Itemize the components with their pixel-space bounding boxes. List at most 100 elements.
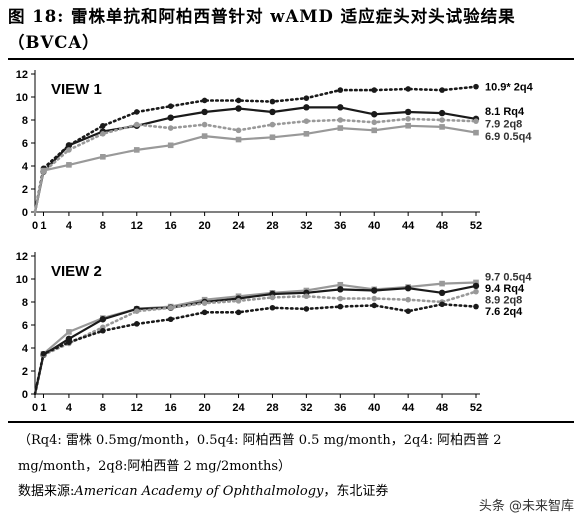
- v1-series-0.5q4-point: [371, 127, 378, 134]
- v2-xtick-label: 12: [131, 402, 143, 414]
- v2-series-2q4-point: [405, 308, 411, 314]
- v2-xtick-label: 4: [66, 402, 73, 414]
- v1-series-2q4-point: [235, 97, 242, 104]
- v1-ytick-label: 2: [22, 184, 28, 196]
- v1-series-2q4-point: [100, 122, 106, 129]
- v2-series-2q4-point: [201, 309, 208, 316]
- v2-series-2q4-point: [473, 303, 479, 310]
- v1-series-2q8-point: [337, 117, 344, 123]
- v1-series-0.5q4-point: [439, 124, 445, 130]
- v2-series-Rq4-point: [472, 282, 480, 290]
- v2-series-2q4-point: [40, 350, 47, 357]
- v1-series-2q4-point: [405, 86, 411, 92]
- v1-series-2q8-point: [439, 117, 445, 123]
- v2-ytick-label: 4: [22, 343, 29, 355]
- v2-xtick-label: 0: [32, 402, 38, 414]
- v2-series-2q4-point: [100, 327, 106, 334]
- v2-series-2q4-label: 7.6 2q4: [485, 306, 523, 318]
- v2-ytick-label: 12: [16, 251, 28, 263]
- v2-series-0.5q4-point: [473, 279, 479, 286]
- v2-series-Rq4-point: [438, 289, 446, 296]
- v1-ytick-label: 12: [16, 69, 28, 81]
- v1-series-Rq4-label: 8.1 Rq4: [485, 106, 525, 118]
- v1-ytick-label: 0: [22, 207, 28, 219]
- v2-series-0.5q4-label: 9.7 0.5q4: [485, 272, 532, 284]
- v1-series-0.5q4-point: [473, 129, 479, 136]
- v1-series-2q4-point: [269, 98, 276, 105]
- v2-xtick-label: 8: [100, 402, 106, 414]
- v2-xtick-label: 36: [334, 402, 346, 414]
- v1-series-2q4-point: [201, 97, 208, 104]
- v2-xtick-label: 48: [436, 402, 448, 414]
- v2-series-2q4-point: [303, 306, 310, 312]
- source-label: 数据来源:: [18, 484, 75, 499]
- v1-series-2q8-point: [100, 131, 106, 137]
- v2-series-Rq4-point: [404, 285, 412, 292]
- v2-series-2q8-point: [405, 296, 411, 303]
- v1-series-Rq4-point: [303, 104, 310, 111]
- title-line-2: （BVCA）: [8, 33, 100, 52]
- v2-series-2q4-point: [439, 301, 445, 308]
- v2-xtick-label: 1: [40, 402, 46, 414]
- v1-series-2q8-point: [66, 147, 72, 153]
- v2-ytick-label: 6: [22, 320, 28, 332]
- v2-xtick-label: 32: [300, 402, 312, 414]
- v1-series-2q4-point: [473, 83, 479, 90]
- v1-series-0.5q4-point: [133, 147, 140, 153]
- source-line: 数据来源:American Academy of Ophthalmology，东…: [18, 480, 388, 499]
- v1-xtick-label: 16: [165, 220, 177, 232]
- v1-series-0.5q4-point: [405, 122, 411, 129]
- v2-xtick-label: 16: [165, 402, 177, 414]
- v1-xtick-label: 44: [402, 220, 415, 232]
- source-suffix: ，东北证券: [323, 484, 389, 499]
- v1-xtick-label: 48: [436, 220, 448, 232]
- v1-series-Rq4-point: [201, 108, 208, 116]
- v1-series-2q4-point: [371, 87, 378, 93]
- v1-xtick-label: 4: [66, 220, 73, 232]
- v1-series-2q8-point: [201, 121, 208, 128]
- v1-series-2q4-point: [167, 103, 174, 109]
- v2-series-2q4-point: [167, 316, 174, 323]
- v1-series-0.5q4-point: [40, 167, 47, 174]
- v1-series-Rq4-point: [167, 114, 174, 121]
- v1-xtick-label: 40: [368, 220, 380, 232]
- v1-xtick-label: 0: [32, 220, 38, 232]
- v2-ytick-label: 0: [22, 389, 28, 401]
- v1-ytick-label: 8: [22, 115, 28, 127]
- v1-series-2q4-line: [33, 85, 478, 214]
- v1-series-Rq4-point: [269, 108, 276, 116]
- v1-series-2q8-point: [473, 118, 479, 124]
- v1-series-Rq4-point: [438, 109, 446, 117]
- v1-series-0.5q4-label: 6.9 0.5q4: [485, 131, 532, 143]
- v1-series-Rq4-point: [404, 108, 412, 116]
- v1-xtick-label: 8: [100, 220, 106, 232]
- v1-ytick-label: 4: [22, 161, 29, 173]
- v1-series-2q8-point: [133, 121, 140, 128]
- v1-series-0.5q4-point: [303, 131, 310, 137]
- v1-series-0.5q4-point: [201, 133, 208, 139]
- v2-series-2q8-point: [269, 294, 276, 301]
- v1-xtick-label: 12: [131, 220, 143, 232]
- v2-series-2q4-point: [235, 309, 242, 316]
- abbreviation-note: （Rq4: 雷株 0.5mg/month，0.5q4: 阿柏西普 0.5 mg/…: [18, 433, 502, 474]
- v1-series-0.5q4-point: [66, 162, 72, 168]
- v1-series-2q4-point: [303, 95, 310, 101]
- v1-xtick-label: 20: [198, 220, 210, 232]
- v2-series-Rq4-point: [99, 316, 107, 323]
- v2-series-Rq4-point: [337, 286, 344, 293]
- v1-panel-title: VIEW 1: [51, 81, 102, 98]
- bottom-rule: [8, 421, 574, 423]
- v1-series-2q8-point: [167, 125, 174, 131]
- v2-series-Rq4-point: [371, 287, 378, 294]
- v2-series-2q8-point: [167, 304, 174, 311]
- v1-xtick-label: 28: [266, 220, 278, 232]
- v1-series-2q4-label: 10.9* 2q4: [485, 82, 534, 94]
- v2-ytick-label: 10: [16, 274, 28, 286]
- v1-series-2q8-point: [303, 118, 310, 124]
- v1-ytick-label: 6: [22, 138, 28, 150]
- v2-series-2q8-point: [371, 295, 378, 302]
- v2-xtick-label: 24: [232, 402, 245, 414]
- v1-series-Rq4-point: [235, 105, 242, 112]
- v1-xtick-label: 1: [40, 220, 46, 232]
- v1-series-2q8-point: [405, 116, 411, 122]
